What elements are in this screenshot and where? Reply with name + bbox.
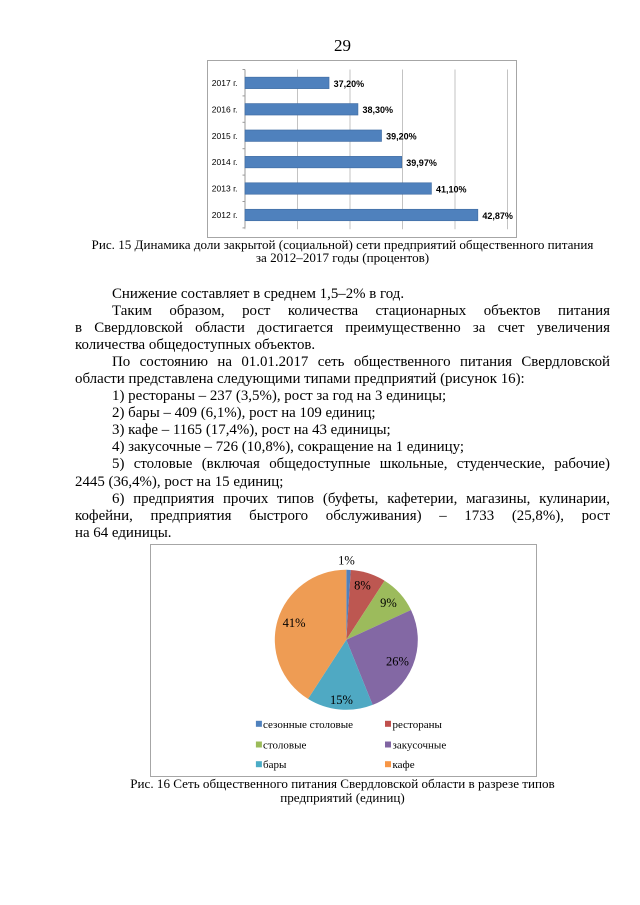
svg-text:41,10%: 41,10% [436,184,467,194]
svg-text:39,97%: 39,97% [406,158,437,168]
svg-text:39,20%: 39,20% [386,132,417,142]
svg-text:42,87%: 42,87% [482,211,513,221]
svg-text:2013 г.: 2013 г. [212,184,238,194]
svg-text:1%: 1% [338,554,355,568]
svg-text:38,30%: 38,30% [363,105,394,115]
svg-text:9%: 9% [380,596,397,610]
svg-text:2014 г.: 2014 г. [212,157,238,167]
svg-text:8%: 8% [354,578,371,592]
svg-text:закусочные: закусочные [393,740,447,752]
svg-text:сезонные столовые: сезонные столовые [263,719,353,731]
svg-text:41%: 41% [283,616,306,630]
svg-text:бары: бары [263,759,287,771]
svg-text:2016 г.: 2016 г. [212,104,238,114]
svg-text:рестораны: рестораны [393,719,443,731]
svg-text:2015 г.: 2015 г. [212,131,238,141]
svg-text:26%: 26% [386,654,409,668]
svg-text:кафе: кафе [393,759,415,771]
svg-text:2017 г.: 2017 г. [212,78,238,88]
svg-text:2012 г.: 2012 г. [212,210,238,220]
svg-text:37,20%: 37,20% [334,79,365,89]
svg-text:столовые: столовые [263,740,306,752]
svg-text:15%: 15% [330,693,353,707]
